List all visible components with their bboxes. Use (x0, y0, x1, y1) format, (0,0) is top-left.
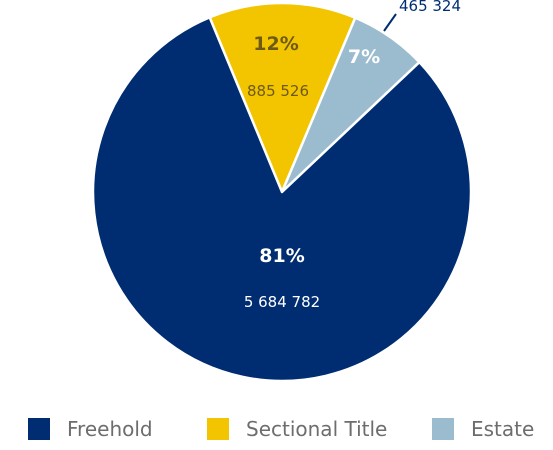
pie-percent-label-estate: 7% (348, 46, 380, 68)
legend-item-sectional-title: Sectional Title (207, 412, 387, 446)
legend-item-freehold: Freehold (28, 412, 153, 446)
pie-value-label-sectional-title: 885 526 (247, 82, 309, 100)
pie-chart: 81% 5 684 782 12% 885 526 7% 465 324 (91, 0, 473, 383)
legend-label-estate: Estate (471, 417, 535, 441)
legend-item-estate: Estate (432, 412, 534, 446)
legend-label-sectional-title: Sectional Title (246, 417, 388, 441)
pie-slice-sectional-title (208, 1, 357, 194)
legend-swatch-estate (432, 418, 454, 440)
leader-line-estate (383, 13, 397, 32)
legend: Freehold Sectional Title Estate (0, 412, 553, 446)
legend-swatch-freehold (28, 418, 50, 440)
pie-slice-freehold (91, 16, 473, 383)
legend-label-freehold: Freehold (67, 417, 153, 441)
pie-percent-label-sectional-title: 12% (253, 33, 298, 55)
legend-swatch-sectional-title (207, 418, 229, 440)
pie-value-label-estate: 465 324 (399, 0, 461, 15)
pie-value-label-freehold: 5 684 782 (244, 293, 320, 311)
pie-percent-label-freehold: 81% (259, 245, 304, 267)
